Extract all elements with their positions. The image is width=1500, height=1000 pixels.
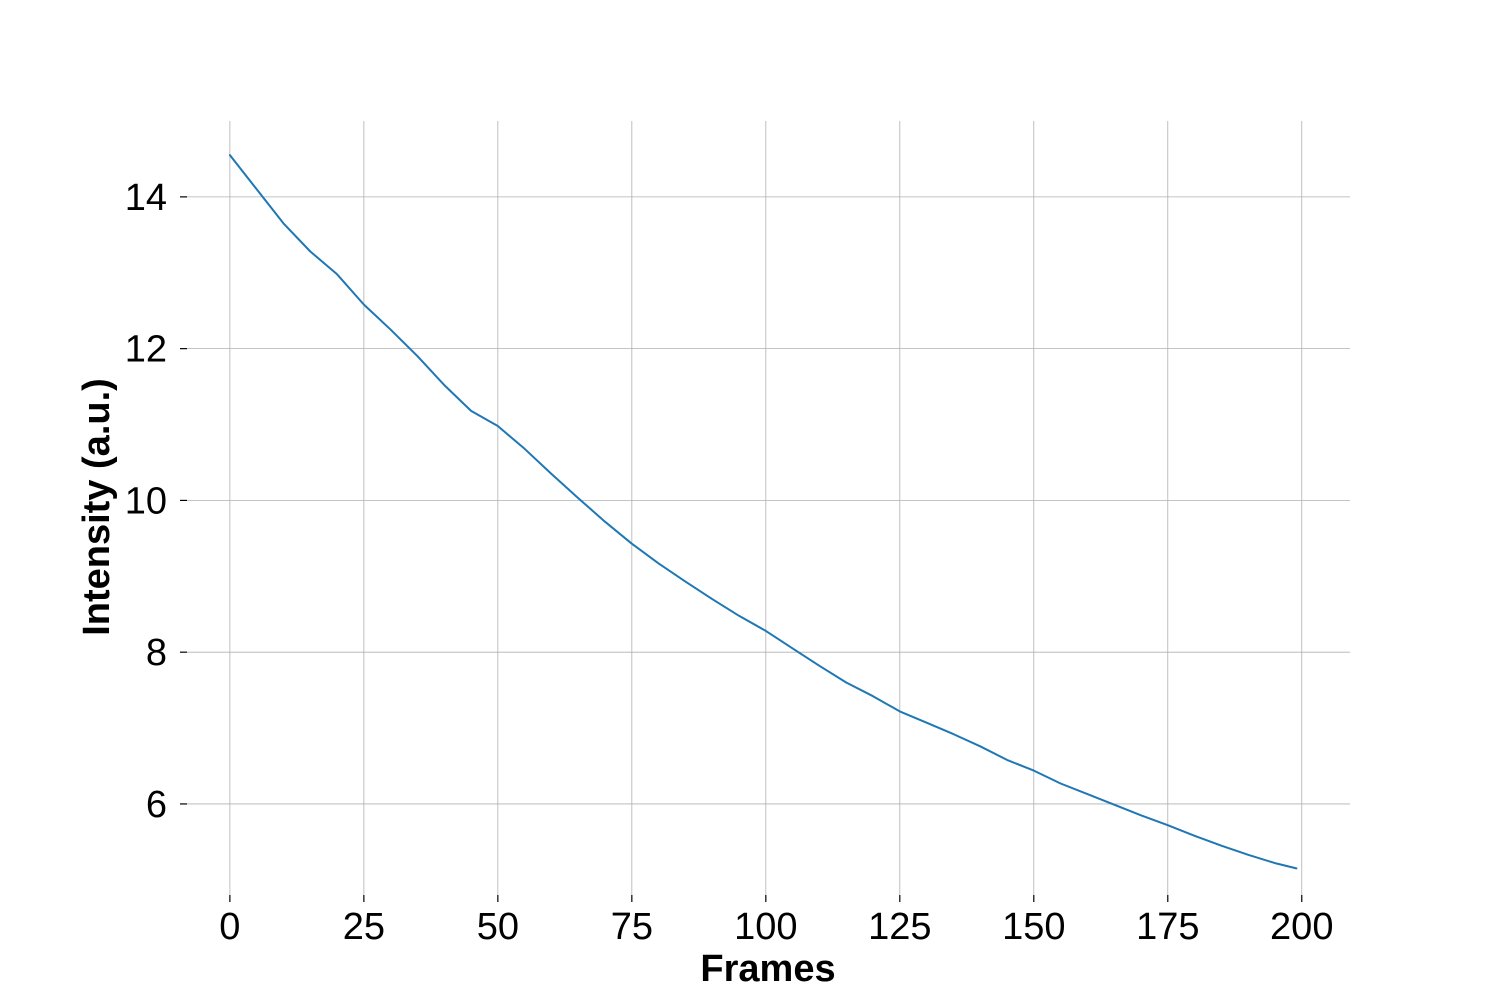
x-axis-ticks: 0 25 50 75 100 125 150 175 200 [219, 895, 1333, 948]
x-tick-label: 50 [477, 906, 519, 948]
x-tick-label: 125 [868, 906, 931, 948]
y-axis-label: Intensity (a.u.) [76, 378, 118, 636]
y-tick-label: 12 [125, 329, 167, 371]
y-axis-ticks: 6 8 10 12 14 [125, 177, 187, 826]
x-tick-label: 0 [219, 906, 240, 948]
y-tick-label: 14 [125, 177, 167, 219]
x-tick-label: 150 [1002, 906, 1065, 948]
x-tick-label: 200 [1270, 906, 1333, 948]
y-tick-label: 10 [125, 480, 167, 522]
x-tick-label: 175 [1136, 906, 1199, 948]
y-grid-lines [187, 196, 1350, 805]
x-tick-label: 100 [734, 906, 797, 948]
series-group [228, 154, 1298, 870]
x-tick-label: 75 [611, 906, 653, 948]
y-tick-label: 6 [146, 784, 167, 826]
y-tick-label: 8 [146, 632, 167, 674]
series-line-0 [228, 154, 1298, 870]
x-axis-label: Frames [700, 948, 835, 990]
x-tick-label: 25 [343, 906, 385, 948]
x-grid-lines [229, 121, 1303, 895]
